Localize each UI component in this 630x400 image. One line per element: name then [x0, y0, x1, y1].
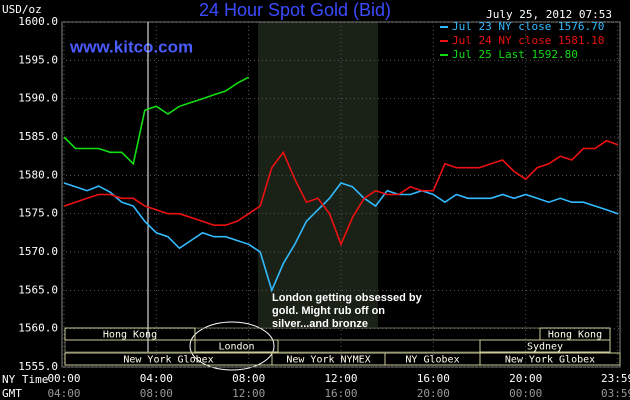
watermark: www.kitco.com: [69, 37, 193, 56]
x-label: NY Time: [2, 373, 48, 386]
y-tick-label: 1575.0: [18, 207, 58, 220]
y-tick-label: 1565.0: [18, 283, 58, 296]
legend-label: Jul 25 Last 1592.80: [452, 48, 578, 61]
session-box: [539, 327, 611, 341]
session-label: New York Globex: [123, 355, 213, 366]
session-box: [64, 327, 196, 341]
session-box: [194, 339, 279, 353]
annotation-box: London getting obsessed by gold. Might r…: [272, 292, 422, 330]
series-line: [63, 182, 619, 293]
session-label: Sydney: [527, 342, 563, 353]
session-box: [479, 352, 621, 366]
x2-tick-label: 00:00: [509, 387, 542, 400]
legend-label: Jul 24 NY close 1581.10: [452, 34, 604, 47]
x-tick-label: 08:00: [232, 372, 265, 385]
legend-label: Jul 23 NY close 1576.70: [452, 20, 604, 33]
y-tick-label: 1600.0: [18, 15, 58, 28]
y-tick-label: 1560.0: [18, 322, 58, 335]
x2-tick-label: 12:00: [232, 387, 265, 400]
x2-tick-label: 04:00: [47, 387, 80, 400]
date: July 25, 2012 07:53: [486, 8, 612, 21]
x2-label: GMT: [2, 387, 22, 400]
x2-tick-label: 08:00: [140, 387, 173, 400]
x2-tick-label: 20:00: [417, 387, 450, 400]
y-tick-label: 1580.0: [18, 168, 58, 181]
y-tick-label: 1570.0: [18, 245, 58, 258]
session-label: London: [218, 342, 254, 353]
x-tick-label: 12:00: [324, 372, 357, 385]
x2-tick-label: 16:00: [324, 387, 357, 400]
y-tick-label: 1590.0: [18, 92, 58, 105]
x-tick-label: 16:00: [417, 372, 450, 385]
session-label: Hong Kong: [103, 330, 157, 341]
session-label: New York Globex: [505, 355, 595, 366]
series-line: [63, 139, 619, 247]
session-label: New York NYMEX: [286, 355, 370, 366]
y-tick-label: 1555.0: [18, 360, 58, 373]
series-line: [63, 76, 250, 166]
chart-title: 24 Hour Spot Gold (Bid): [199, 0, 391, 20]
x-tick-label: 23:59: [601, 372, 630, 385]
annotation-circle: [189, 321, 275, 371]
x-tick-label: 00:00: [47, 372, 80, 385]
y-tick-label: 1595.0: [18, 53, 58, 66]
x2-tick-label: 03:59: [601, 387, 630, 400]
y-label: USD/oz: [2, 3, 42, 16]
x-tick-label: 04:00: [140, 372, 173, 385]
annotation: London getting obsessed by gold. Might r…: [272, 292, 422, 330]
y-tick-label: 1585.0: [18, 130, 58, 143]
session-label: NY Globex: [405, 355, 459, 366]
session-label: Hong Kong: [548, 330, 602, 341]
x-tick-label: 20:00: [509, 372, 542, 385]
